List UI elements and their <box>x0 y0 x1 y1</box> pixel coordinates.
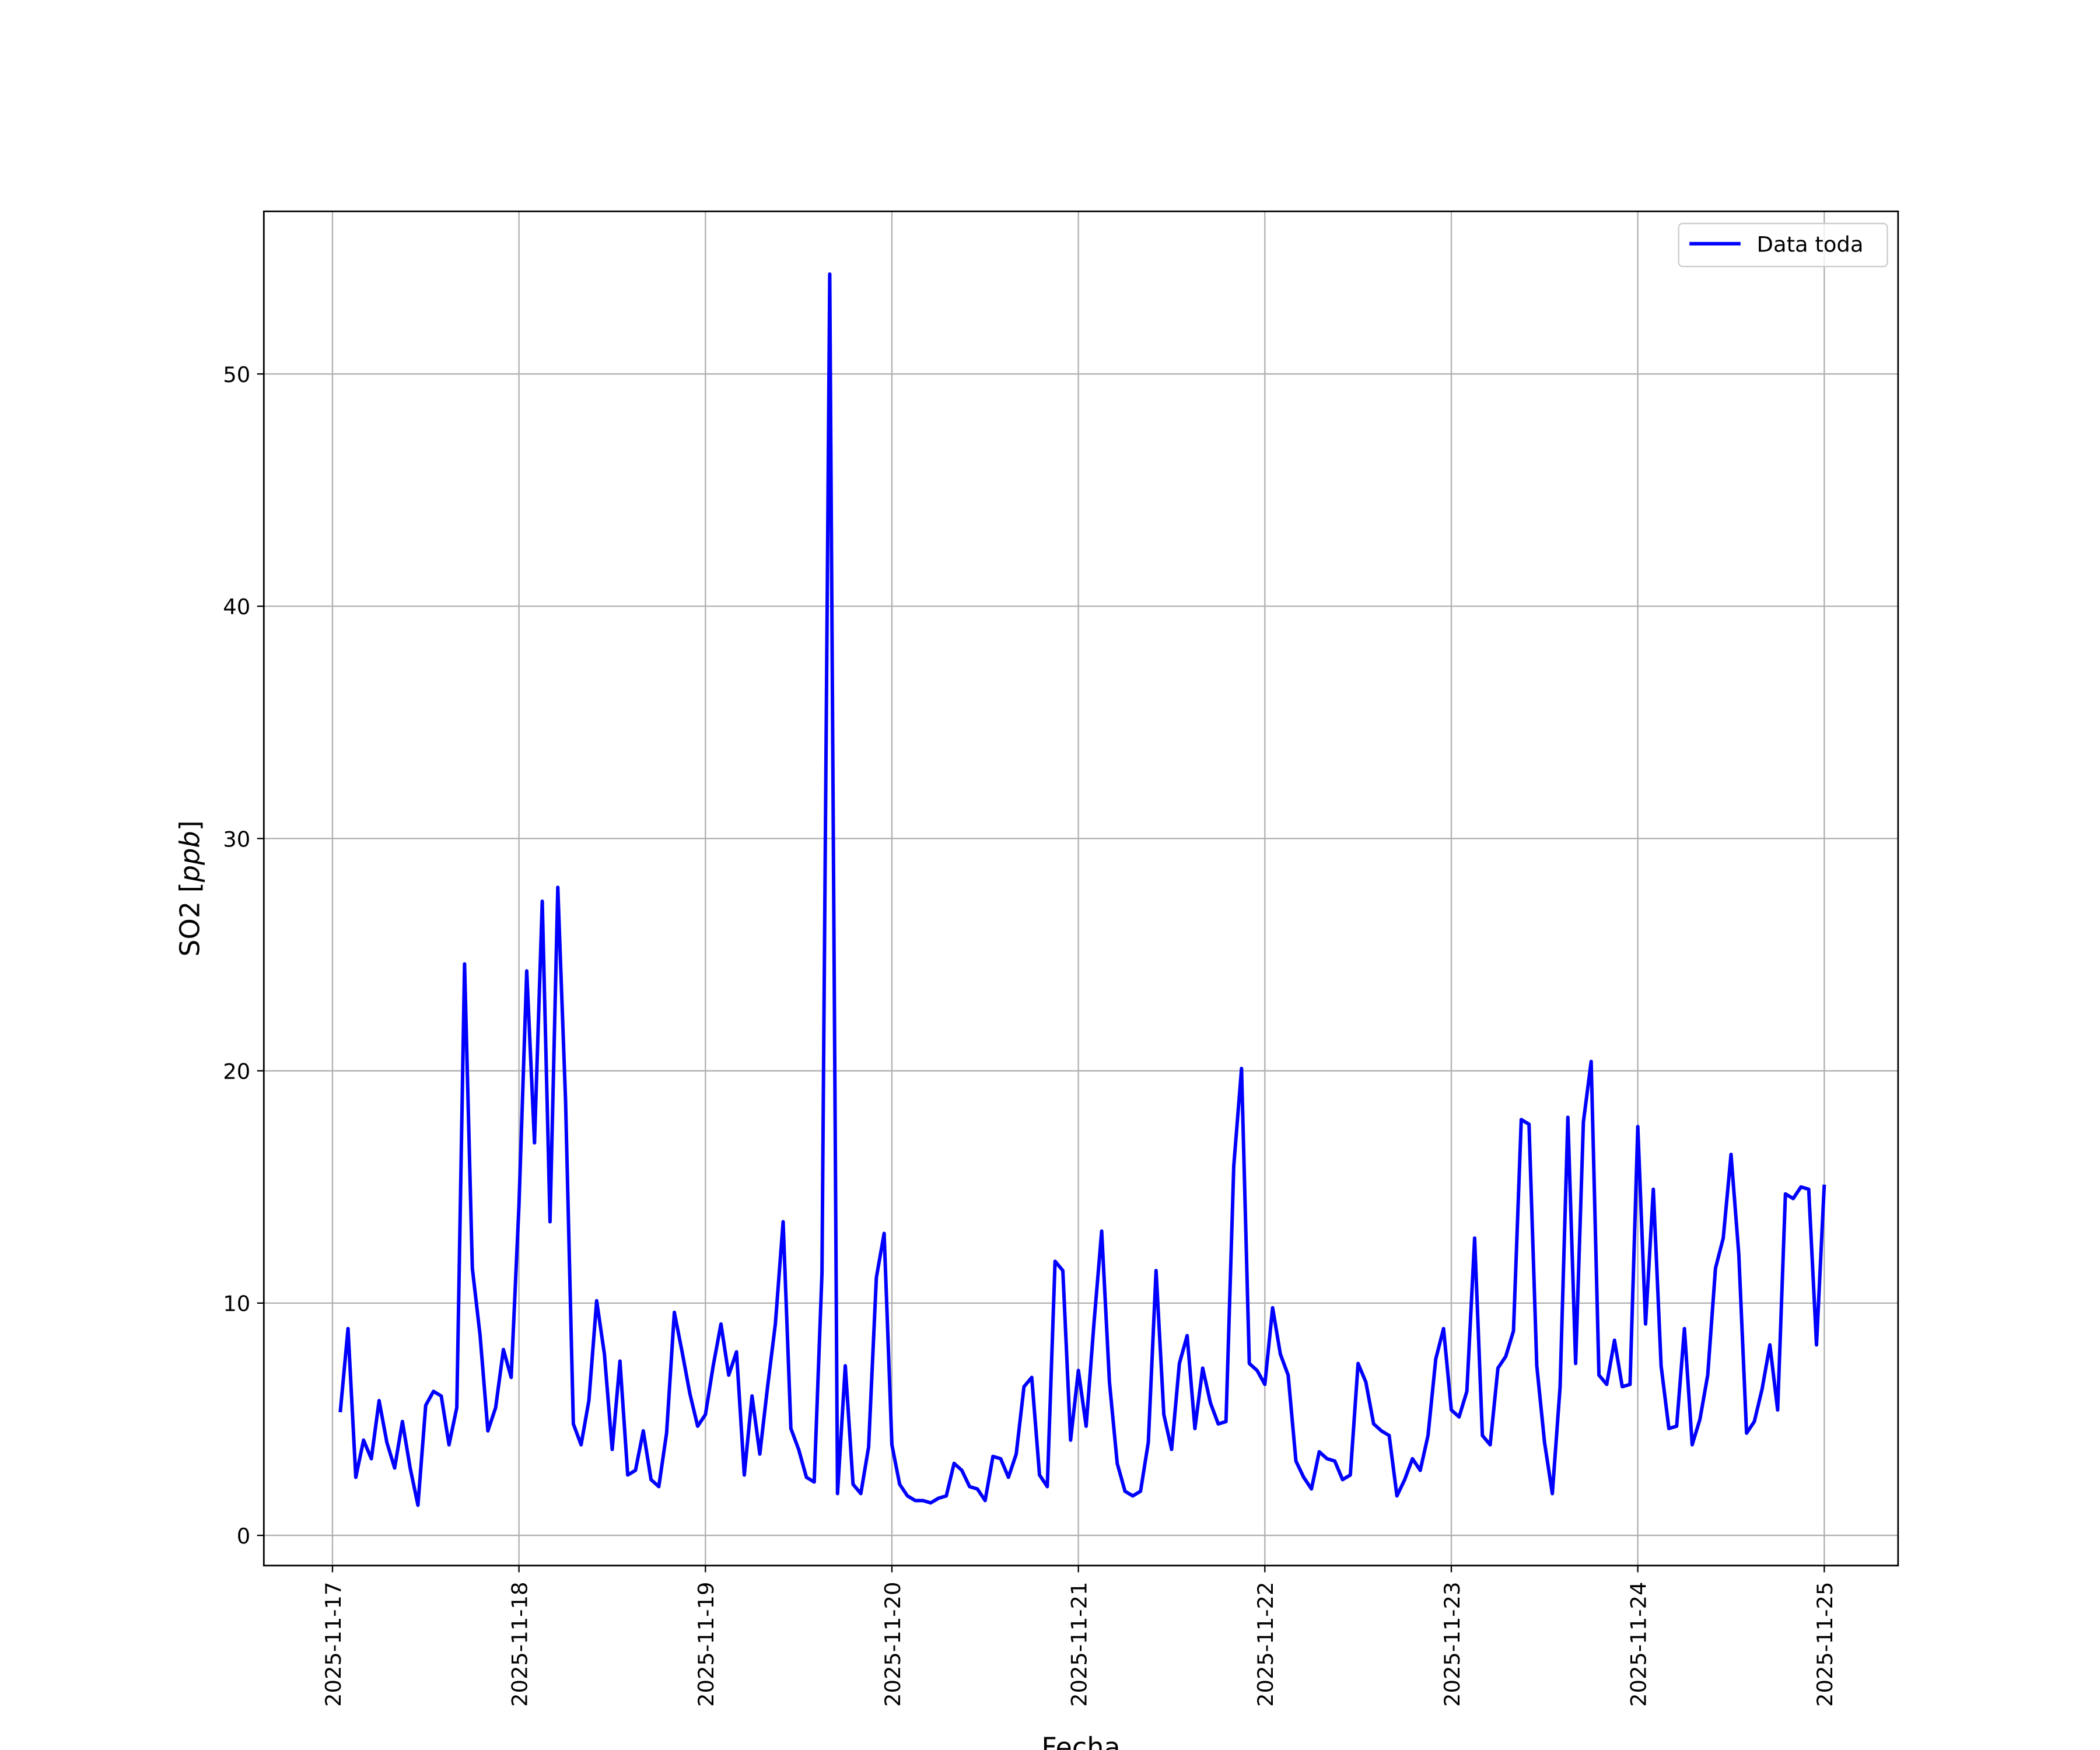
series-line-data-toda <box>338 272 1826 1507</box>
x-tick-label: 2025-11-23 <box>1440 1582 1465 1707</box>
x-tick-label: 2025-11-24 <box>1626 1582 1651 1707</box>
y-axis-label: SO2 [ppb] <box>174 820 206 957</box>
x-tick-label: 2025-11-18 <box>507 1582 532 1707</box>
y-tick-label: 40 <box>223 594 250 620</box>
y-axis-ticks: 0 10 20 30 40 50 <box>223 362 264 1549</box>
x-tick-label: 2025-11-17 <box>321 1582 346 1707</box>
legend: Data toda <box>1678 222 1888 268</box>
legend-box <box>1678 222 1888 268</box>
x-tick-label: 2025-11-21 <box>1066 1582 1091 1707</box>
y-tick-label: 50 <box>223 362 250 387</box>
y-tick-label: 20 <box>223 1059 250 1084</box>
legend-label: Data toda <box>1757 232 1864 257</box>
grid-lines <box>264 211 1898 1566</box>
plot-area <box>338 272 1826 1507</box>
x-axis-label: Fecha <box>1041 1732 1120 1750</box>
x-axis-ticks: 2025-11-17 2025-11-18 2025-11-19 2025-11-20… <box>321 1565 1838 1707</box>
x-tick-label: 2025-11-25 <box>1812 1582 1838 1707</box>
y-tick-label: 10 <box>223 1292 250 1317</box>
x-tick-label: 2025-11-19 <box>694 1582 719 1707</box>
axes-frame <box>262 210 1899 1567</box>
x-tick-label: 2025-11-22 <box>1253 1582 1278 1707</box>
y-tick-label: 30 <box>223 827 250 852</box>
x-tick-label: 2025-11-20 <box>880 1582 905 1707</box>
y-tick-label: 0 <box>237 1524 250 1549</box>
